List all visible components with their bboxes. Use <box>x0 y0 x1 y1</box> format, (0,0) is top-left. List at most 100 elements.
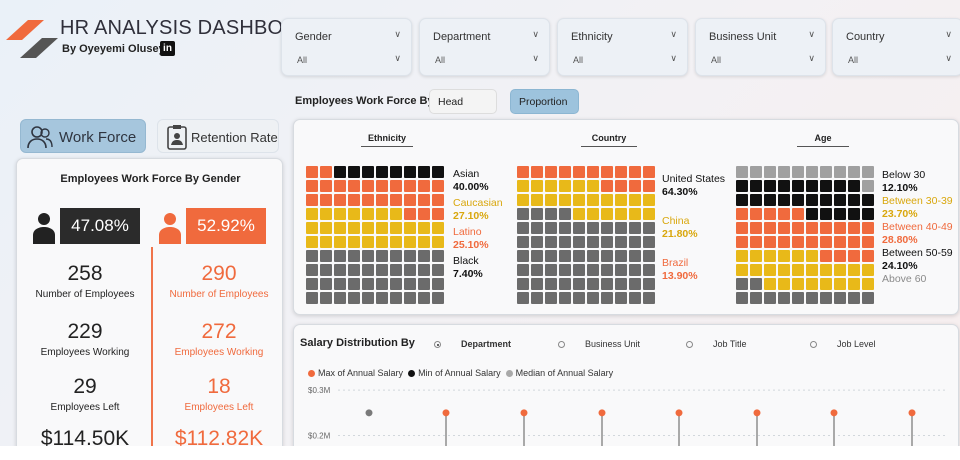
waffle-cell <box>778 264 790 276</box>
chevron-down-icon[interactable]: ∨ <box>945 29 952 39</box>
chevron-down-icon[interactable]: ∨ <box>532 53 539 63</box>
chevron-down-icon[interactable]: ∨ <box>808 53 815 63</box>
work-force-label: Work Force <box>59 129 137 146</box>
waffle-cell <box>848 292 860 304</box>
waffle-cell <box>517 236 529 248</box>
chevron-down-icon[interactable]: ∨ <box>670 29 677 39</box>
max-salary-point[interactable] <box>908 409 916 417</box>
male-working-value: 229 <box>67 320 103 343</box>
filter-department[interactable]: Department ∨ All ∨ <box>419 18 550 76</box>
waffle-cell <box>545 250 557 262</box>
chevron-down-icon[interactable]: ∨ <box>394 53 401 63</box>
chevron-down-icon[interactable]: ∨ <box>945 53 952 63</box>
waffle-cell <box>778 278 790 290</box>
proportion-button[interactable]: Proportion <box>510 89 579 114</box>
waffle-cell <box>615 166 627 178</box>
legend-label: Above 60 <box>882 273 927 285</box>
radio-dot-icon[interactable] <box>558 341 565 349</box>
radio-job-title[interactable]: Job Title <box>686 339 747 349</box>
filter-value[interactable]: All <box>435 55 446 65</box>
waffle-cell <box>306 264 318 276</box>
radio-dot-icon[interactable] <box>434 341 441 349</box>
radio-department[interactable]: Department <box>434 339 511 349</box>
max-salary-point[interactable] <box>675 409 683 417</box>
radio-job-level[interactable]: Job Level <box>810 339 876 349</box>
waffle-cell <box>615 278 627 290</box>
male-left-value: 29 <box>73 375 97 398</box>
waffle-cell <box>643 166 655 178</box>
waffle-cell <box>764 250 776 262</box>
waffle-cell <box>750 222 762 234</box>
waffle-cell <box>334 236 346 248</box>
female-employees-value: 290 <box>201 262 237 285</box>
waffle-cell <box>559 208 571 220</box>
filter-gender[interactable]: Gender ∨ All ∨ <box>281 18 412 76</box>
waffle-cell <box>764 222 776 234</box>
waffle-cell <box>601 166 613 178</box>
waffle-cell <box>517 264 529 276</box>
chevron-down-icon[interactable]: ∨ <box>808 29 815 39</box>
legend-value: 27.10% <box>453 210 489 222</box>
max-salary-point[interactable] <box>442 409 450 417</box>
waffle-cell <box>348 194 360 206</box>
waffle-cell <box>643 264 655 276</box>
waffle-cell <box>432 166 444 178</box>
male-salary-kpi: $114.50K <box>25 427 145 446</box>
waffle-cell <box>418 180 430 192</box>
median-salary-point[interactable] <box>365 409 373 417</box>
retention-rate-nav-button[interactable]: Retention Rate <box>157 119 279 153</box>
waffle-cell <box>390 166 402 178</box>
filter-label: Business Unit <box>709 31 777 43</box>
legend-item-caucasian: Caucasian 27.10% <box>453 197 503 223</box>
filter-value[interactable]: All <box>711 55 722 65</box>
waffle-cell <box>736 236 748 248</box>
waffle-cell <box>404 278 416 290</box>
male-employees-value: 258 <box>67 262 103 285</box>
waffle-cell <box>834 292 846 304</box>
y-tick-label: $0.3M <box>308 386 331 395</box>
head-count-button[interactable]: Head Count <box>429 89 497 133</box>
filter-value[interactable]: All <box>297 55 308 65</box>
max-salary-point[interactable] <box>753 409 761 417</box>
radio-dot-icon[interactable] <box>810 341 817 349</box>
male-left-label: Employees Left <box>50 402 120 413</box>
legend-item-black: Black 7.40% <box>453 255 503 281</box>
waffle-cell <box>736 166 748 178</box>
chevron-down-icon[interactable]: ∨ <box>532 29 539 39</box>
waffle-cell <box>348 236 360 248</box>
waffle-cell <box>764 264 776 276</box>
waffle-cell <box>517 194 529 206</box>
chevron-down-icon[interactable]: ∨ <box>670 53 677 63</box>
waffle-cell <box>376 222 388 234</box>
waffle-cell <box>390 292 402 304</box>
max-salary-point[interactable] <box>598 409 606 417</box>
filter-value[interactable]: All <box>573 55 584 65</box>
max-salary-point[interactable] <box>520 409 528 417</box>
waffle-cell <box>362 180 374 192</box>
chevron-down-icon[interactable]: ∨ <box>394 29 401 39</box>
waffle-cell <box>806 264 818 276</box>
filter-business-unit[interactable]: Business Unit ∨ All ∨ <box>695 18 826 76</box>
waffle-cell <box>348 278 360 290</box>
legend-value: 24.10% <box>882 260 918 272</box>
waffle-cell <box>862 194 874 206</box>
filter-country[interactable]: Country ∨ All ∨ <box>832 18 960 76</box>
linkedin-icon[interactable]: in <box>160 41 175 56</box>
legend-label: Latino <box>453 226 482 238</box>
waffle-cell <box>334 208 346 220</box>
waffle-cell <box>320 208 332 220</box>
work-force-nav-button[interactable]: Work Force <box>20 119 146 153</box>
radio-business-unit[interactable]: Business Unit <box>558 339 640 349</box>
radio-dot-icon[interactable] <box>686 341 693 349</box>
max-salary-point[interactable] <box>830 409 838 417</box>
waffle-cell <box>615 194 627 206</box>
waffle-cell <box>615 180 627 192</box>
waffle-cell <box>376 180 388 192</box>
waffle-cell <box>750 208 762 220</box>
waffle-cell <box>531 278 543 290</box>
waffle-cell <box>792 236 804 248</box>
filter-ethnicity[interactable]: Ethnicity ∨ All ∨ <box>557 18 688 76</box>
filter-value[interactable]: All <box>848 55 859 65</box>
waffle-cell <box>806 292 818 304</box>
country-legend: United States 64.30% China 21.80% Brazil 13.9… <box>662 173 725 299</box>
